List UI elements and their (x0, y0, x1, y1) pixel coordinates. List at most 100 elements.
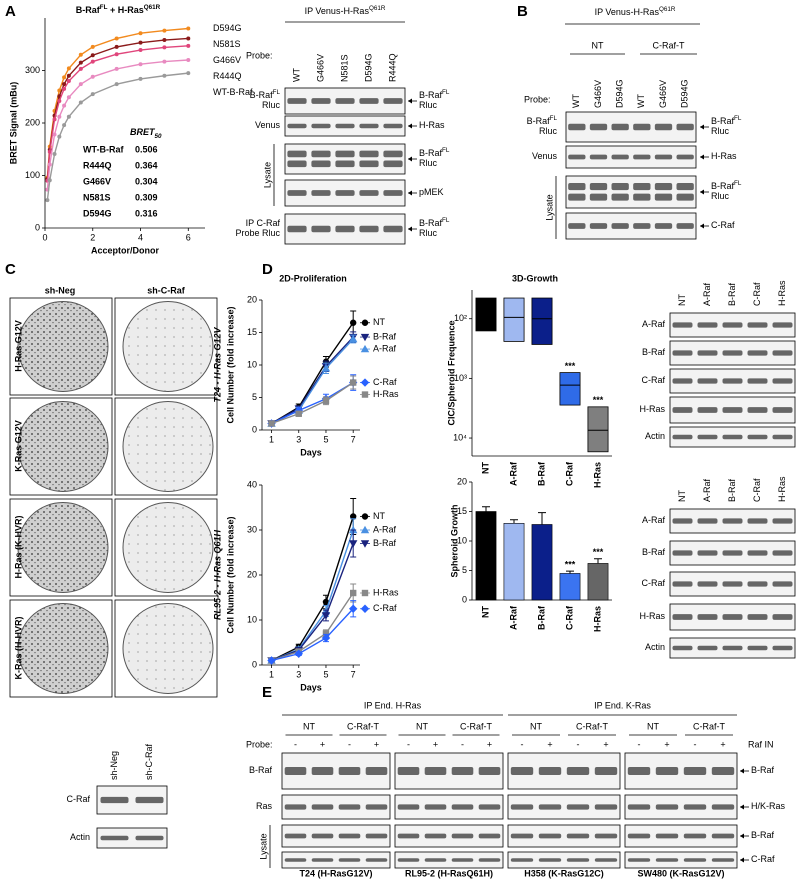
lane-label: D594G (363, 53, 373, 82)
arrow-head (740, 857, 744, 863)
blot-band (397, 804, 420, 810)
group-label: NT (592, 40, 604, 50)
blot-band (311, 150, 331, 158)
blot-band (772, 645, 793, 651)
legend-marker (360, 378, 370, 387)
band-label: B-RafFL (711, 180, 742, 192)
box (559, 372, 581, 406)
blot-band (747, 350, 768, 356)
y-tick-label: 15 (247, 327, 257, 337)
legend-label: B-Raf (373, 331, 397, 341)
blot-band (589, 223, 608, 229)
lane-label: G466V (315, 54, 325, 82)
legend-label: NT (373, 317, 385, 327)
blot-band (672, 550, 693, 556)
blot-band (633, 123, 651, 131)
band-label: B-RafFL (419, 147, 450, 159)
row-label-part: Probe Rluc (235, 228, 280, 238)
blot-band (611, 123, 629, 131)
marker (267, 656, 276, 665)
x-tick-label: H-Ras (592, 606, 602, 632)
marker (186, 58, 191, 62)
blot-band (335, 98, 355, 104)
blot-band (711, 858, 735, 862)
y-tick-label: 5 (252, 392, 257, 402)
blot-band (655, 767, 679, 775)
chart-title-part: B-Raf (76, 5, 101, 15)
row-label: K-Ras (H-HVR) (13, 616, 23, 679)
table-cell: 0.364 (135, 160, 158, 170)
lane-label: H-Ras (777, 280, 787, 306)
row-label: B-RafFL (250, 89, 281, 101)
marker (138, 40, 143, 45)
probe-sign: - (694, 739, 697, 749)
series-line (46, 72, 189, 201)
band-label-part: B-Raf (419, 90, 443, 100)
row-label-part: C-Raf (641, 578, 665, 588)
blot-band (611, 183, 629, 191)
blot-band (772, 407, 793, 413)
blot-band (287, 225, 307, 233)
blot-band (697, 350, 718, 356)
band-label: H-Ras (711, 151, 737, 161)
legend-label: G466V (213, 55, 241, 65)
blot-band (676, 123, 694, 131)
band-label-part: B-Raf (711, 181, 735, 191)
band-label: Rluc (419, 228, 438, 238)
blot-band (711, 833, 735, 839)
y-tick-label: 5 (462, 565, 467, 575)
band-label: H-Ras (419, 120, 445, 130)
table-cell: R444Q (83, 160, 112, 170)
blot-band (383, 150, 403, 158)
probe-label: Probe: (246, 739, 273, 749)
row-label: B-RafFL (527, 115, 558, 127)
blot-band (627, 858, 651, 862)
x-tick-label: 5 (323, 669, 328, 679)
x-tick-label: H-Ras (592, 462, 602, 488)
group-label: NT (530, 721, 542, 731)
blot-band (672, 614, 693, 620)
y-tick-label: 10 (247, 614, 257, 624)
blot-band (722, 350, 743, 356)
blot-band (676, 193, 694, 201)
x-tick-label: 6 (186, 232, 191, 242)
row-label-part: Rluc (262, 100, 281, 110)
row-label-part: Venus (255, 120, 281, 130)
x-tick-label: 4 (138, 232, 143, 242)
group-label: C-Raf-T (347, 721, 379, 731)
blot-band (722, 322, 743, 328)
band-label: B-RafFL (711, 115, 742, 127)
blot-band (711, 804, 735, 810)
legend-label: A-Raf (373, 524, 397, 534)
blot-band (594, 767, 618, 775)
blot-band (654, 183, 673, 191)
box (587, 406, 609, 453)
blot-band (335, 160, 355, 168)
blot-frame (96, 827, 168, 849)
marker (57, 114, 62, 119)
row-label: B-Raf (642, 347, 666, 357)
x-tick-label: C-Raf (564, 605, 574, 630)
arrow-head (408, 226, 412, 232)
arrow-head (408, 123, 412, 129)
band-label-part: B-Raf (751, 830, 775, 840)
x-axis-label: Days (300, 447, 322, 457)
series-line (271, 381, 354, 425)
marker (114, 82, 119, 87)
y-tick-label: 10⁴ (453, 432, 467, 442)
blot-band (538, 858, 562, 862)
group-label: NT (647, 721, 659, 731)
blot-band (397, 833, 420, 839)
band-label-part: B-Raf (751, 765, 775, 775)
blot-band (772, 550, 793, 556)
blot-band (359, 123, 379, 129)
marker (45, 198, 50, 203)
blot-frame (394, 851, 504, 869)
x-tick-label: 3 (296, 669, 301, 679)
x-tick-label: 3 (296, 434, 301, 444)
chart-title-part: FL (100, 4, 108, 11)
marker (349, 379, 357, 386)
blot-band (311, 767, 334, 775)
box (531, 297, 553, 345)
cell-line: SW480 (K-RasG12V) (637, 868, 724, 878)
